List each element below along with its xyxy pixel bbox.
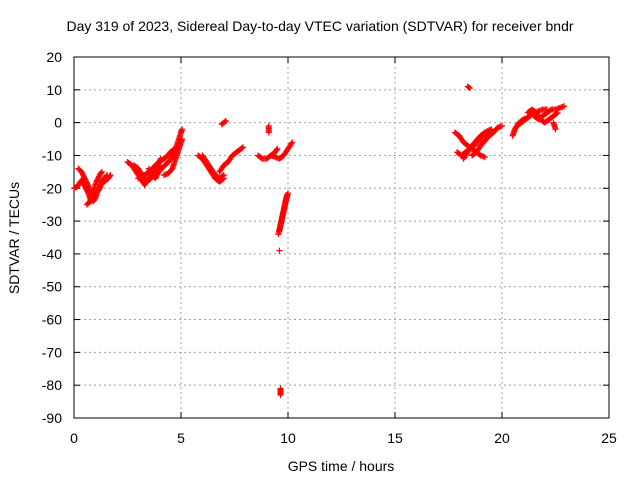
data-point (80, 180, 87, 187)
y-tick-label: -70 (42, 344, 62, 360)
data-points (71, 83, 568, 399)
data-point (153, 172, 160, 179)
y-tick-label: -50 (42, 279, 62, 295)
data-point (79, 170, 86, 177)
data-point (152, 175, 159, 182)
x-tick-label: 25 (601, 430, 617, 446)
data-point (79, 171, 86, 178)
x-tick-label: 10 (280, 430, 296, 446)
y-tick-label: -20 (42, 180, 62, 196)
data-point (83, 186, 90, 193)
data-point (79, 178, 86, 185)
data-point (561, 103, 568, 110)
data-point (499, 122, 505, 129)
data-point (98, 169, 105, 176)
data-point (145, 165, 152, 172)
y-tick-label: -30 (42, 213, 62, 229)
data-point (554, 109, 561, 116)
data-point (84, 189, 91, 196)
data-point (154, 171, 161, 178)
y-tick-label: -10 (42, 147, 62, 163)
data-point (222, 117, 229, 124)
x-tick-label: 20 (494, 430, 510, 446)
data-point (94, 176, 101, 183)
data-point (219, 172, 226, 179)
data-point (465, 84, 472, 91)
data-point (80, 181, 87, 188)
y-tick-label: -60 (42, 312, 62, 328)
data-point (274, 145, 281, 152)
data-point (220, 172, 227, 179)
x-axis-label: GPS time / hours (288, 458, 395, 474)
plot-frame (73, 56, 610, 419)
data-point (81, 175, 88, 182)
data-point (106, 173, 113, 180)
data-point (285, 190, 291, 197)
data-point (82, 183, 89, 190)
data-point (487, 126, 494, 133)
data-point (82, 185, 89, 192)
axis-ticks: 0 5 10 15 20 25 20 10 0 -10 -20 -30 -40 -50 -60 -70 -80 -… (42, 49, 617, 446)
data-point (107, 172, 114, 179)
data-point (238, 145, 245, 152)
data-point (78, 168, 85, 175)
data-point (240, 144, 247, 151)
y-axis-label: SDTVAR / TECUs (6, 182, 22, 294)
data-point (147, 168, 154, 175)
data-point (221, 118, 228, 125)
data-point (288, 140, 295, 147)
data-point (289, 139, 296, 146)
x-tick-label: 0 (70, 430, 78, 446)
data-point (147, 169, 154, 176)
y-tick-label: -80 (42, 377, 62, 393)
data-point (466, 85, 473, 92)
y-tick-label: -90 (42, 410, 62, 426)
data-point (80, 172, 87, 179)
y-tick-label: 10 (46, 82, 62, 98)
data-point (95, 174, 102, 181)
chart-title: Day 319 of 2023, Sidereal Day-to-day VTE… (66, 18, 574, 34)
y-tick-label: 0 (54, 115, 62, 131)
data-point (93, 178, 100, 185)
data-point (277, 392, 284, 399)
data-point (152, 174, 159, 181)
data-point (552, 126, 559, 133)
data-point (481, 154, 488, 161)
data-point (81, 174, 88, 181)
y-tick-label: -40 (42, 246, 62, 262)
data-point (81, 182, 88, 189)
data-point (84, 187, 91, 194)
data-point (179, 126, 186, 133)
data-point (98, 168, 105, 175)
data-point (94, 177, 101, 184)
x-tick-label: 5 (177, 430, 185, 446)
data-point (276, 247, 283, 254)
y-tick-label: 20 (46, 49, 62, 65)
data-point (146, 166, 153, 173)
data-point (265, 129, 272, 136)
data-point (179, 136, 186, 143)
x-tick-label: 15 (387, 430, 403, 446)
data-point (273, 146, 280, 153)
